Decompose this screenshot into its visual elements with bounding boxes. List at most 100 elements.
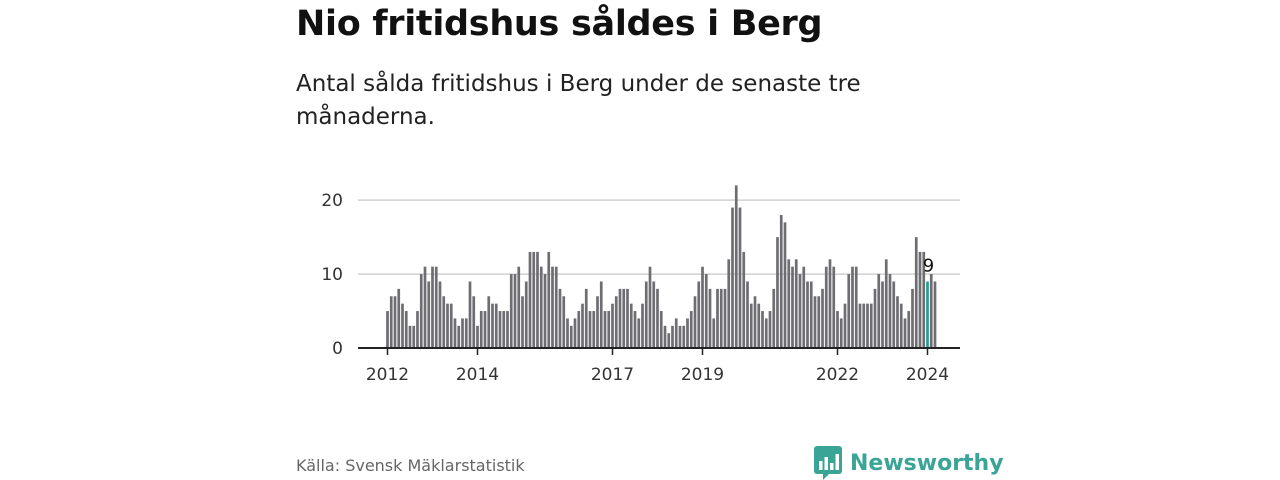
bar xyxy=(453,318,457,348)
bar xyxy=(772,288,776,348)
bar xyxy=(738,207,742,348)
bar xyxy=(686,318,689,348)
x-tick-label: 2012 xyxy=(366,365,409,385)
x-tick-label: 2019 xyxy=(681,365,724,385)
bar xyxy=(599,281,603,348)
bar xyxy=(393,296,397,348)
chart-title: Nio fritidshus såldes i Berg xyxy=(296,4,823,44)
bar xyxy=(903,318,907,348)
bar xyxy=(626,288,629,348)
bar xyxy=(637,318,641,348)
bar xyxy=(408,325,412,348)
bar xyxy=(547,251,551,348)
bar xyxy=(667,333,671,348)
bar xyxy=(438,281,442,348)
bar xyxy=(431,266,434,348)
bar xyxy=(723,288,727,348)
bar xyxy=(813,296,817,348)
bar xyxy=(761,311,764,348)
bar xyxy=(644,281,648,348)
bar xyxy=(899,303,903,348)
bar xyxy=(412,325,416,348)
bar xyxy=(851,266,854,348)
bar xyxy=(603,311,607,348)
highlight-bar xyxy=(926,281,929,348)
bar xyxy=(472,296,476,348)
bar xyxy=(929,274,933,348)
bar xyxy=(641,303,644,348)
bar xyxy=(509,274,513,348)
bar xyxy=(446,303,449,348)
bar xyxy=(494,303,498,348)
bar xyxy=(487,296,491,348)
bar xyxy=(918,251,922,348)
bar xyxy=(427,281,431,348)
bar xyxy=(652,281,656,348)
bar xyxy=(386,311,389,348)
highlight-value-label: 9 xyxy=(923,255,934,276)
bar xyxy=(656,288,659,348)
bar xyxy=(532,251,536,348)
bar xyxy=(734,185,738,348)
bar xyxy=(671,325,674,348)
bar xyxy=(449,303,453,348)
bar xyxy=(719,288,723,348)
bar xyxy=(708,288,712,348)
bar xyxy=(858,303,862,348)
bar xyxy=(468,281,472,348)
bar xyxy=(828,259,832,348)
bar xyxy=(498,311,502,348)
bar xyxy=(911,288,914,348)
bar xyxy=(592,311,596,348)
bar xyxy=(854,266,858,348)
bar xyxy=(562,296,566,348)
bar xyxy=(881,281,884,348)
bar xyxy=(802,266,806,348)
bar xyxy=(693,296,697,348)
brand-logo[interactable]: Newsworthy xyxy=(814,446,1004,480)
bar xyxy=(731,207,734,348)
bar xyxy=(588,311,592,348)
bar xyxy=(682,325,686,348)
bar xyxy=(464,318,468,348)
bar xyxy=(521,296,524,348)
bar xyxy=(933,281,937,348)
bar xyxy=(678,325,682,348)
chart-subtitle: Antal sålda fritidshus i Berg under de s… xyxy=(296,71,861,130)
bar xyxy=(633,311,637,348)
bar xyxy=(419,274,423,348)
y-tick-label: 0 xyxy=(332,339,343,359)
x-tick-label: 2024 xyxy=(906,365,949,385)
bar xyxy=(873,288,877,348)
bar xyxy=(701,266,704,348)
bar xyxy=(824,266,828,348)
bar xyxy=(922,251,926,348)
bar xyxy=(442,296,446,348)
bar xyxy=(554,266,558,348)
bar xyxy=(528,251,532,348)
bar xyxy=(716,288,719,348)
bar xyxy=(742,251,746,348)
bar xyxy=(779,214,783,348)
bar xyxy=(506,311,509,348)
x-tick-label: 2017 xyxy=(591,365,634,385)
bar xyxy=(461,318,464,348)
bar xyxy=(892,281,896,348)
bar xyxy=(663,325,667,348)
bar xyxy=(697,281,701,348)
bar xyxy=(836,311,839,348)
bar xyxy=(787,259,791,348)
bar xyxy=(794,259,798,348)
bar xyxy=(558,288,562,348)
x-tick-label: 2014 xyxy=(456,365,499,385)
bar xyxy=(566,318,569,348)
bar xyxy=(809,281,813,348)
source-note: Källa: Svensk Mäklarstatistik xyxy=(296,456,525,475)
bar xyxy=(877,274,881,348)
bar xyxy=(401,303,404,348)
bar xyxy=(569,325,573,348)
bar xyxy=(573,318,577,348)
bar xyxy=(581,303,584,348)
bar xyxy=(622,288,626,348)
bar xyxy=(502,311,506,348)
